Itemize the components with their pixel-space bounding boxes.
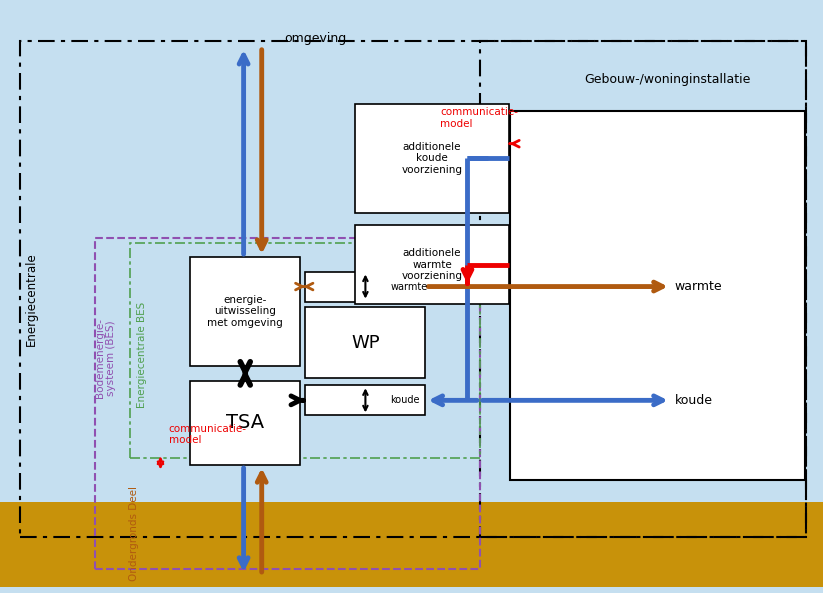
Text: TSA: TSA bbox=[226, 413, 264, 432]
Bar bbox=[305, 272, 425, 301]
Text: omgeving: omgeving bbox=[284, 31, 346, 44]
Text: Energiecentrale: Energiecentrale bbox=[25, 252, 38, 346]
Bar bbox=[130, 244, 480, 458]
Bar bbox=[190, 381, 300, 465]
Text: Gebouw-/woninginstallatie: Gebouw-/woninginstallatie bbox=[584, 74, 751, 87]
Bar bbox=[510, 111, 805, 480]
Text: communicatie-
model: communicatie- model bbox=[440, 107, 518, 129]
Bar bbox=[20, 41, 806, 537]
Text: energie-
uitwisseling
met omgeving: energie- uitwisseling met omgeving bbox=[207, 295, 283, 328]
Text: Ondergronds Deel: Ondergronds Deel bbox=[129, 486, 139, 581]
Text: warmte: warmte bbox=[390, 282, 427, 292]
Text: warmte: warmte bbox=[675, 280, 723, 293]
Text: koude: koude bbox=[390, 396, 420, 406]
Text: additionele
koude
voorziening: additionele koude voorziening bbox=[402, 142, 463, 175]
Bar bbox=[480, 41, 806, 537]
Bar bbox=[0, 502, 823, 586]
Text: koude: koude bbox=[675, 394, 713, 407]
Bar bbox=[305, 385, 425, 415]
Text: additionele
warmte
voorziening: additionele warmte voorziening bbox=[402, 248, 463, 282]
Text: Bodemenergie-
systeem (BES): Bodemenergie- systeem (BES) bbox=[95, 318, 116, 398]
Bar bbox=[95, 238, 480, 569]
Bar bbox=[355, 225, 509, 304]
Text: Energiecentrale BES: Energiecentrale BES bbox=[137, 302, 146, 408]
Bar bbox=[305, 307, 425, 378]
Text: communicatie-
model: communicatie- model bbox=[169, 423, 247, 445]
Bar bbox=[355, 104, 509, 213]
Text: WP: WP bbox=[351, 334, 379, 352]
Bar bbox=[190, 257, 300, 366]
